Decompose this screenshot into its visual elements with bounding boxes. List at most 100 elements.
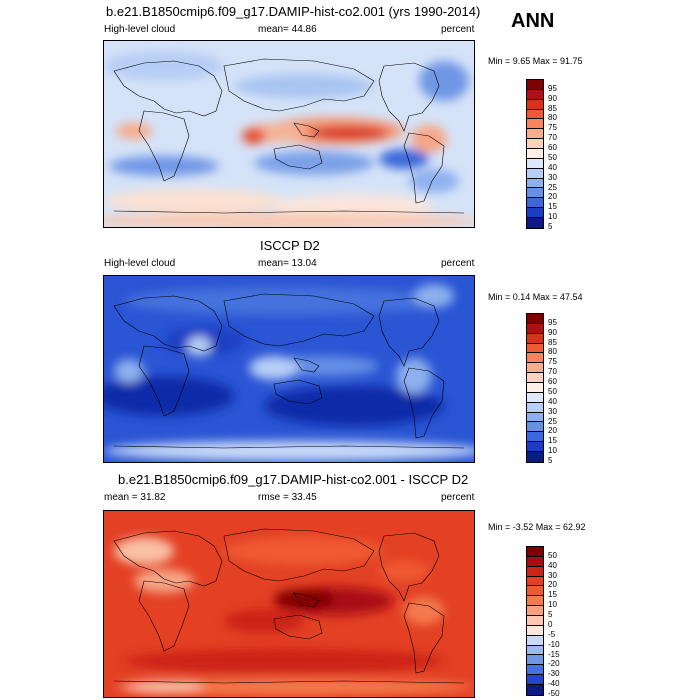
- colorbar-tick-label: 40: [548, 396, 557, 406]
- colorbar-tick-label: 50: [548, 152, 557, 162]
- colorbar-swatch: [527, 616, 543, 626]
- colorbar-tick-label: -10: [548, 639, 560, 649]
- colorbar-swatch: [527, 198, 543, 209]
- colorbar-tick-label: 50: [548, 550, 557, 560]
- colorbar-swatch: [527, 119, 543, 130]
- panel2-colorbar: [526, 313, 544, 463]
- colorbar-swatch: [527, 314, 543, 324]
- panel2-mean-label: mean= 13.04: [258, 258, 317, 269]
- colorbar-swatch: [527, 596, 543, 607]
- colorbar-swatch: [527, 158, 543, 169]
- colorbar-tick-label: 15: [548, 202, 557, 212]
- colorbar-swatch: [527, 392, 543, 403]
- colorbar-swatch: [527, 168, 543, 179]
- colorbar-tick-label: 95: [548, 83, 557, 93]
- colorbar-tick-label: 80: [548, 347, 557, 357]
- colorbar-swatch: [527, 109, 543, 120]
- colorbar-tick-label: 10: [548, 600, 557, 610]
- colorbar-swatch: [527, 89, 543, 100]
- panel3-minmax: Min = -3.52 Max = 62.92: [488, 522, 586, 532]
- colorbar-swatch: [527, 383, 543, 393]
- colorbar-swatch: [527, 586, 543, 597]
- colorbar-swatch: [527, 576, 543, 587]
- colorbar-swatch: [527, 635, 543, 646]
- colorbar-swatch: [527, 675, 543, 686]
- panel1-minmax: Min = 9.65 Max = 91.75: [488, 56, 583, 66]
- panel2-map: [103, 275, 475, 463]
- colorbar-tick-label: 40: [548, 162, 557, 172]
- colorbar-tick-label: 60: [548, 143, 557, 153]
- colorbar-swatch: [527, 566, 543, 577]
- colorbar-tick-label: 80: [548, 113, 557, 123]
- colorbar-tick-label: 20: [548, 426, 557, 436]
- colorbar-swatch: [527, 645, 543, 656]
- colorbar-swatch: [527, 188, 543, 199]
- panel2-minmax: Min = 0.14 Max = 47.54: [488, 292, 583, 302]
- colorbar-swatch: [527, 363, 543, 374]
- colorbar-tick-label: 5: [548, 610, 553, 620]
- colorbar-swatch: [527, 323, 543, 334]
- colorbar-tick-label: 25: [548, 416, 557, 426]
- panel2-variable-label: High-level cloud: [104, 258, 176, 269]
- colorbar-tick-label: 20: [548, 580, 557, 590]
- colorbar-tick-label: 15: [548, 590, 557, 600]
- colorbar-tick-label: 70: [548, 133, 557, 143]
- colorbar-swatch: [527, 422, 543, 433]
- colorbar-tick-label: 50: [548, 386, 557, 396]
- panel1-title: b.e21.B1850cmip6.f09_g17.DAMIP-hist-co2.…: [106, 4, 481, 19]
- colorbar-tick-label: -20: [548, 659, 560, 669]
- colorbar-swatch: [527, 99, 543, 110]
- colorbar-swatch: [527, 412, 543, 423]
- panel3-map: [103, 510, 475, 698]
- panel1-map: [103, 40, 475, 228]
- colorbar-swatch: [527, 218, 543, 228]
- colorbar-swatch: [527, 373, 543, 384]
- colorbar-swatch: [527, 343, 543, 354]
- panel3-colorbar: [526, 546, 544, 696]
- season-label: ANN: [511, 10, 555, 32]
- colorbar-tick-label: 95: [548, 317, 557, 327]
- colorbar-swatch: [527, 606, 543, 617]
- colorbar-swatch: [527, 547, 543, 557]
- colorbar-tick-label: -5: [548, 629, 556, 639]
- colorbar-swatch: [527, 353, 543, 364]
- colorbar-tick-label: 5: [548, 456, 553, 465]
- colorbar-tick-label: -15: [548, 649, 560, 659]
- panel3-title: b.e21.B1850cmip6.f09_g17.DAMIP-hist-co2.…: [118, 472, 469, 487]
- colorbar-swatch: [527, 665, 543, 676]
- colorbar-tick-label: 85: [548, 103, 557, 113]
- colorbar-tick-label: -40: [548, 679, 560, 689]
- colorbar-tick-label: 90: [548, 93, 557, 103]
- panel3-rmse-label: rmse = 33.45: [258, 492, 317, 503]
- colorbar-tick-label: 75: [548, 357, 557, 367]
- colorbar-swatch: [527, 625, 543, 636]
- colorbar-tick-label: 30: [548, 406, 557, 416]
- panel2-title: ISCCP D2: [260, 238, 320, 253]
- colorbar-swatch: [527, 402, 543, 413]
- colorbar-tick-label: 5: [548, 222, 553, 231]
- colorbar-tick-label: 30: [548, 172, 557, 182]
- colorbar-tick-label: 0: [548, 619, 553, 629]
- colorbar-swatch: [527, 442, 543, 453]
- colorbar-tick-label: -50: [548, 689, 560, 698]
- colorbar-tick-label: 70: [548, 367, 557, 377]
- colorbar-swatch: [527, 178, 543, 189]
- colorbar-swatch: [527, 655, 543, 666]
- panel1-units-label: percent: [441, 24, 475, 35]
- colorbar-tick-label: 10: [548, 212, 557, 222]
- colorbar-swatch: [527, 432, 543, 443]
- panel1-variable-label: High-level cloud: [104, 24, 176, 35]
- colorbar-tick-label: 60: [548, 377, 557, 387]
- panel3-mean-label: mean = 31.82: [104, 492, 166, 503]
- colorbar-tick-label: 25: [548, 182, 557, 192]
- colorbar-tick-label: 90: [548, 327, 557, 337]
- panel1-mean-label: mean= 44.86: [258, 24, 317, 35]
- colorbar-tick-label: 30: [548, 570, 557, 580]
- colorbar-tick-label: -30: [548, 669, 560, 679]
- panel2-units-label: percent: [441, 258, 475, 269]
- colorbar-swatch: [527, 556, 543, 567]
- colorbar-swatch: [527, 685, 543, 695]
- colorbar-swatch: [527, 452, 543, 462]
- colorbar-swatch: [527, 333, 543, 344]
- colorbar-tick-label: 10: [548, 446, 557, 456]
